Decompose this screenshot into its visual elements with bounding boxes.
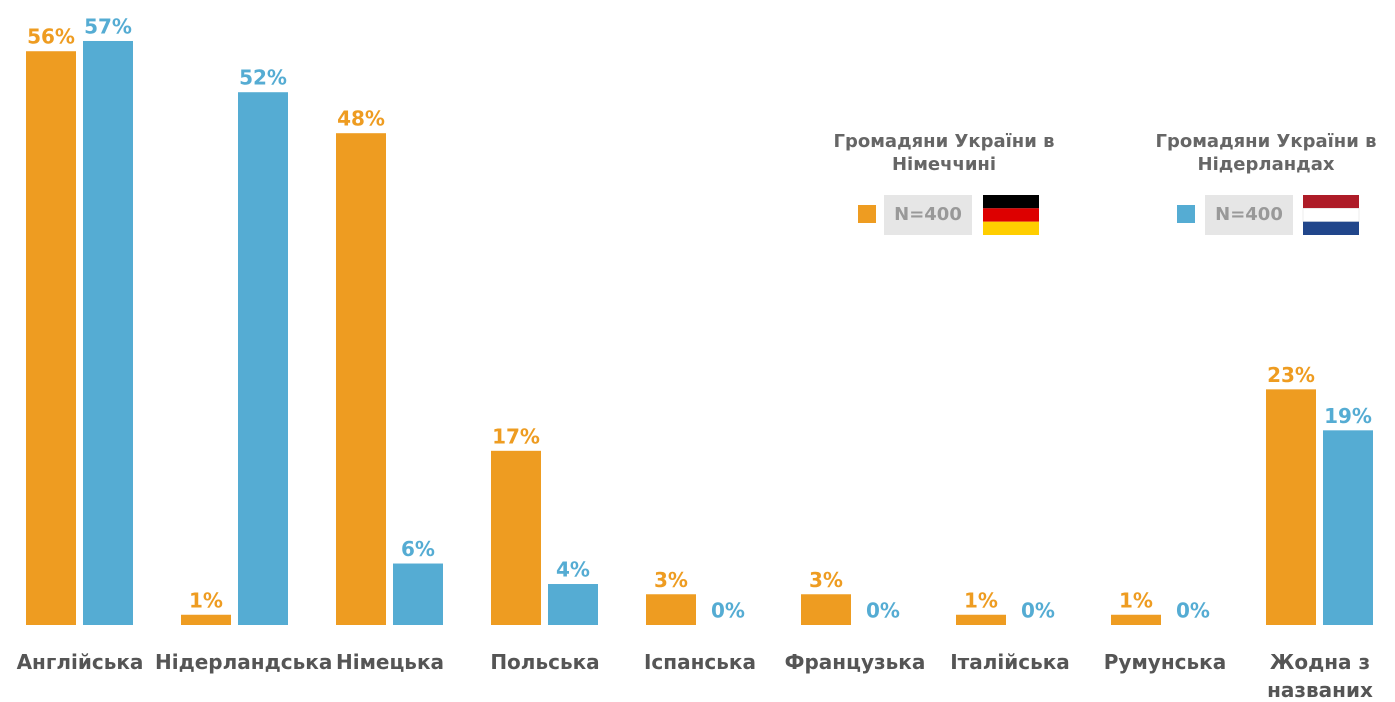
bar — [646, 594, 696, 625]
value-label: 48% — [337, 107, 385, 131]
value-label: 0% — [866, 599, 900, 623]
bar — [393, 563, 443, 625]
value-label: 3% — [809, 568, 843, 592]
x-tick-label: Нідерландська — [155, 650, 333, 674]
legend-title: Громадяни України в Нідерландах — [1155, 131, 1377, 175]
x-tick-label: Іспанська — [643, 650, 756, 674]
bar — [548, 584, 598, 625]
value-label: 0% — [711, 599, 745, 623]
bar — [1266, 389, 1316, 625]
bar — [181, 614, 231, 625]
legend-n: N=400 — [884, 195, 972, 235]
value-label: 52% — [239, 66, 287, 90]
x-tick-label: Французька — [784, 650, 926, 674]
value-label: 4% — [556, 558, 590, 582]
flag-germany — [983, 195, 1039, 235]
bar — [956, 614, 1006, 625]
flag-netherlands — [1302, 195, 1360, 235]
bar — [1323, 430, 1373, 625]
bar — [336, 133, 386, 625]
legend-swatch — [1177, 205, 1195, 223]
legend-swatch — [858, 205, 876, 223]
value-label: 1% — [964, 588, 998, 612]
value-label: 56% — [27, 25, 75, 49]
value-label: 17% — [492, 424, 540, 448]
bar — [83, 40, 133, 626]
bar — [801, 594, 851, 625]
value-label: 0% — [1021, 599, 1055, 623]
x-tick-label: Жодна з названих — [1267, 650, 1373, 702]
x-tick-label: Англійська — [16, 650, 144, 674]
bar — [491, 450, 541, 625]
x-tick-label: Румунська — [1103, 650, 1227, 674]
x-tick-label: Польська — [490, 650, 600, 674]
x-tick-label: Італійська — [950, 650, 1070, 674]
value-label: 57% — [84, 14, 132, 38]
value-label: 0% — [1176, 599, 1210, 623]
legend-n: N=400 — [1205, 195, 1293, 235]
bar — [26, 51, 76, 626]
value-label: 19% — [1324, 404, 1372, 428]
x-tick-label: Німецька — [335, 650, 445, 674]
value-label: 23% — [1267, 363, 1315, 387]
value-label: 3% — [654, 568, 688, 592]
bar — [238, 92, 288, 625]
legend-title: Громадяни України в Німеччині — [833, 131, 1055, 175]
bar — [1111, 614, 1161, 625]
value-label: 1% — [1119, 588, 1153, 612]
value-label: 1% — [189, 588, 223, 612]
value-label: 6% — [401, 537, 435, 561]
